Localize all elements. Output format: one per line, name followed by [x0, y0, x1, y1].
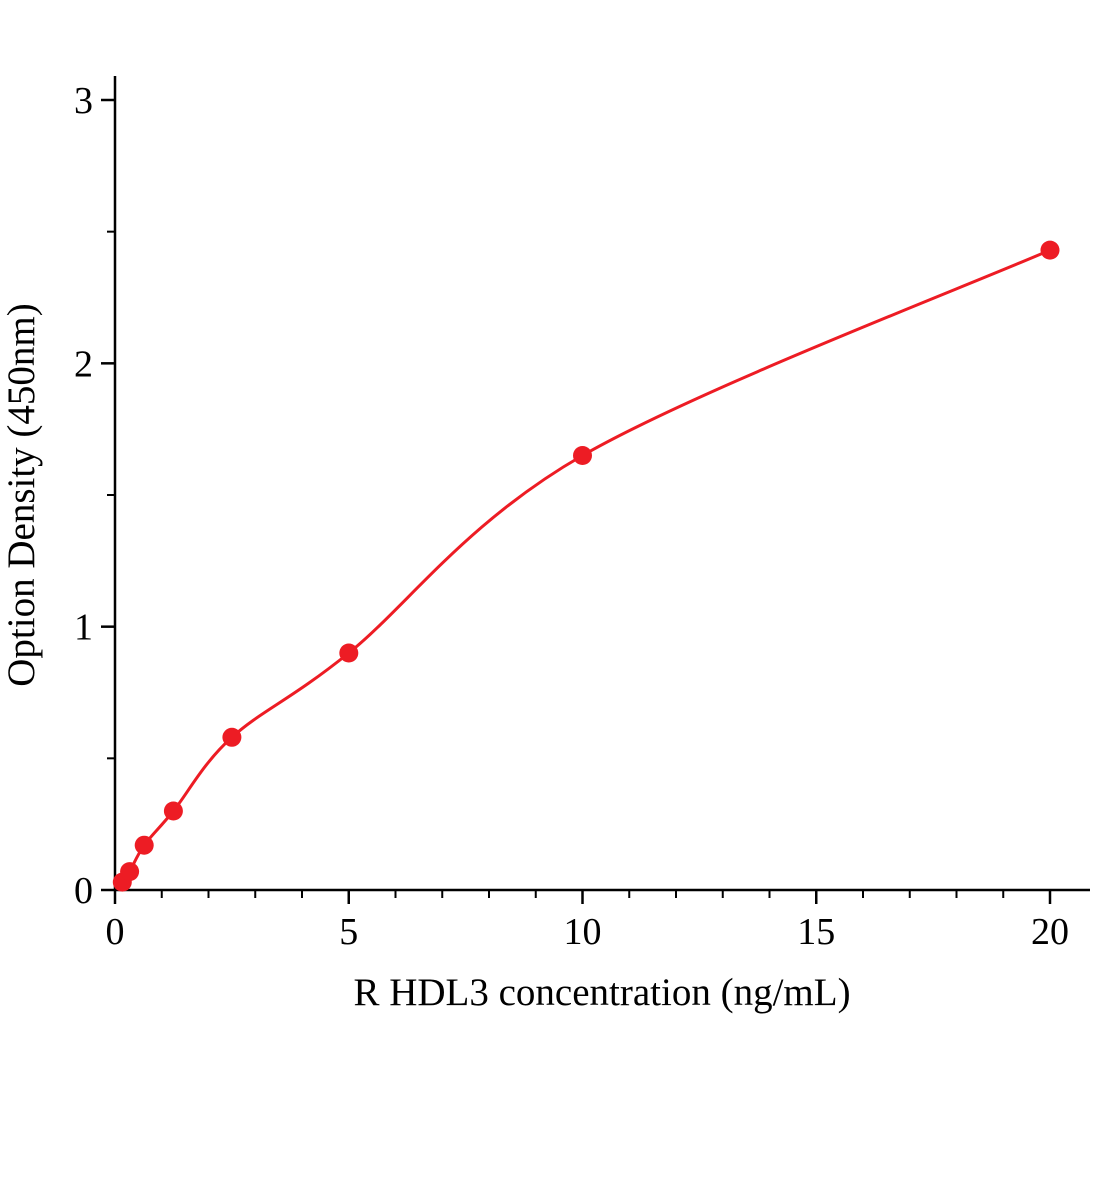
data-point	[222, 727, 242, 747]
x-tick-label: 20	[1031, 911, 1069, 953]
data-point	[1040, 240, 1060, 260]
y-tick-label: 2	[74, 343, 93, 385]
data-points	[112, 240, 1060, 892]
data-point	[134, 835, 154, 855]
x-tick-label: 15	[797, 911, 835, 953]
y-tick-label: 0	[74, 870, 93, 912]
data-point	[573, 446, 592, 465]
x-tick-label: 0	[106, 911, 125, 953]
x-tick-label: 5	[339, 911, 358, 953]
x-tick-label: 10	[564, 911, 602, 953]
data-point	[120, 862, 140, 882]
tick-labels: 0 5 10 15 20 0 1 2 3	[74, 80, 1069, 953]
x-axis-title: R HDL3 concentration (ng/mL)	[353, 971, 850, 1014]
tick-marks	[101, 98, 1052, 904]
y-tick-label: 3	[74, 80, 93, 122]
fit-curve-line	[121, 248, 1051, 883]
y-tick-label: 1	[74, 607, 93, 649]
axes	[113, 76, 1090, 892]
y-axis-title: Option Density (450nm)	[0, 303, 43, 686]
data-point	[163, 801, 183, 821]
data-point	[339, 643, 359, 663]
